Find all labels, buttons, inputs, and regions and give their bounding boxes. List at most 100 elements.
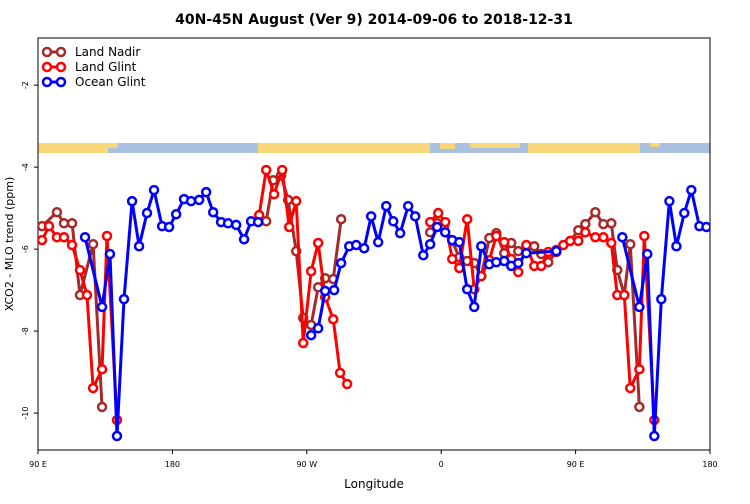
data-point [238, 234, 250, 245]
data-point [634, 363, 645, 375]
data-point [491, 256, 502, 268]
legend-marker [41, 46, 53, 58]
data-point [606, 218, 617, 229]
data-point [79, 231, 91, 243]
data-point [207, 206, 219, 218]
data-point [461, 213, 473, 225]
data-point [341, 378, 353, 390]
data-point [625, 382, 636, 394]
data-point [513, 245, 524, 257]
data-point [606, 237, 617, 249]
data-point [454, 236, 465, 248]
data-point [580, 227, 591, 238]
data-point [334, 367, 346, 379]
data-point [701, 221, 710, 233]
data-point [439, 216, 451, 228]
legend-marker [55, 46, 67, 58]
data-point [193, 194, 205, 206]
data-point [185, 195, 197, 207]
x-tick-label: 90 E [29, 460, 47, 469]
data-point [111, 430, 123, 442]
data-point [81, 289, 93, 301]
data-point [498, 236, 510, 248]
x-tick-label: 90 E [567, 460, 585, 469]
legend-label: Land Glint [75, 60, 137, 74]
data-point [96, 301, 108, 313]
land-mask-strip [38, 143, 710, 153]
data-point [639, 230, 650, 242]
data-point [617, 231, 628, 243]
data-point [424, 216, 436, 228]
data-point [649, 430, 660, 442]
data-point [431, 221, 443, 233]
x-tick-label: 180 [702, 460, 717, 469]
legend-marker [55, 61, 67, 73]
data-point [58, 231, 70, 243]
data-point [312, 322, 324, 334]
data-point [424, 238, 436, 250]
y-tick-label: -10 [21, 407, 30, 420]
data-point [43, 220, 55, 232]
chart-title: 40N-45N August (Ver 9) 2014-09-06 to 201… [175, 12, 573, 28]
x-tick-label: 90 W [296, 460, 317, 469]
legend-marker [55, 76, 67, 88]
x-axis-label: Longitude [344, 477, 404, 491]
data-point [358, 243, 370, 254]
data-point [87, 382, 99, 394]
data-point [619, 289, 630, 301]
data-point [305, 329, 317, 341]
data-point [104, 248, 116, 260]
data-point [671, 241, 682, 252]
data-point [133, 241, 145, 252]
data-point [38, 234, 48, 246]
data-point [335, 257, 347, 269]
data-point [634, 401, 645, 413]
data-point [580, 218, 591, 230]
data-point [126, 195, 138, 207]
data-point [432, 207, 444, 219]
data-point [513, 257, 524, 269]
x-tick-label: 180 [165, 460, 180, 469]
data-point [686, 184, 697, 196]
data-point [573, 235, 584, 247]
y-tick-label: -4 [21, 163, 30, 171]
data-point [101, 230, 113, 242]
data-point [276, 164, 288, 176]
data-point [312, 237, 324, 249]
data-point [679, 207, 690, 219]
data-point [170, 209, 182, 220]
data-point [536, 260, 547, 272]
data-point [598, 231, 609, 243]
data-point [564, 235, 576, 247]
data-point [551, 245, 562, 257]
data-point [498, 255, 510, 267]
data-point [222, 218, 234, 229]
data-point [468, 301, 480, 313]
data-point [372, 236, 384, 248]
data-point [590, 206, 601, 218]
data-point [365, 211, 377, 222]
data-point [260, 164, 272, 176]
data-point [96, 401, 108, 413]
data-point [319, 285, 331, 297]
data-point [461, 284, 473, 295]
data-point [521, 247, 532, 259]
data-point [590, 231, 601, 243]
data-point [380, 200, 392, 212]
data-point [66, 218, 78, 229]
data-point [513, 266, 524, 278]
data-point [642, 248, 653, 260]
data-point [388, 215, 399, 227]
data-point [305, 266, 317, 277]
data-point [51, 206, 63, 218]
data-point [297, 337, 309, 349]
data-point [200, 186, 212, 198]
data-point [260, 215, 272, 227]
data-point [409, 211, 421, 222]
data-point [402, 200, 414, 212]
data-point [252, 216, 264, 228]
legend-label: Ocean Glint [75, 75, 146, 89]
data-point [447, 253, 458, 265]
data-point [634, 301, 645, 313]
